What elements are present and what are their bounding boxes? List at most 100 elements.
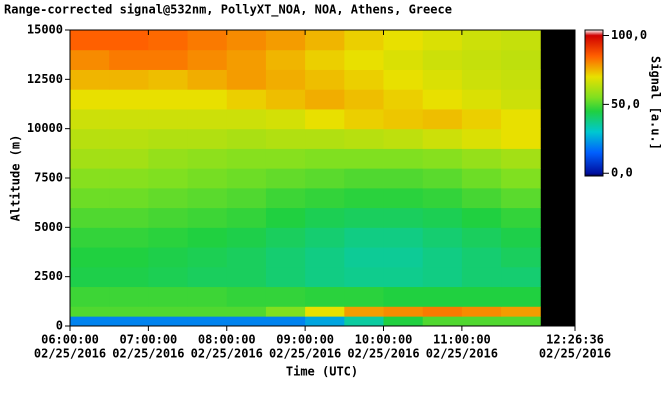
x-tick-label: 06:00:00	[41, 333, 99, 347]
heatmap-cell	[305, 266, 345, 288]
colorbar	[584, 29, 604, 177]
heatmap-cell	[422, 227, 463, 248]
heatmap-cell	[148, 148, 189, 169]
heatmap-cell	[148, 108, 189, 130]
heatmap-cell	[501, 306, 541, 317]
heatmap-cell	[305, 306, 345, 317]
heatmap-cell	[501, 207, 541, 228]
heatmap-cell	[226, 266, 267, 288]
heatmap-cell	[461, 49, 502, 70]
heatmap-cell	[383, 266, 424, 288]
heatmap-cell	[501, 286, 541, 307]
heatmap-cell	[109, 306, 149, 317]
heatmap-cell	[422, 69, 463, 90]
heatmap-cell	[187, 247, 228, 268]
heatmap-cell	[265, 108, 306, 130]
heatmap-cell	[344, 89, 385, 110]
heatmap-cell	[383, 247, 424, 268]
x-tick-date: 02/25/2016	[34, 347, 106, 361]
heatmap-cell	[422, 148, 463, 169]
colorbar-tick-label: 100,0	[611, 28, 647, 42]
heatmap-cell	[109, 108, 149, 130]
heatmap-cell	[383, 227, 424, 248]
heatmap-cell	[187, 168, 228, 189]
heatmap-cell	[148, 128, 189, 149]
colorbar-tick-label: 50,0	[611, 97, 640, 111]
heatmap-cell	[383, 49, 424, 70]
heatmap	[70, 30, 541, 327]
heatmap-cell	[305, 316, 345, 327]
heatmap-cell	[383, 30, 424, 51]
heatmap-cell	[461, 247, 502, 268]
heatmap-cell	[148, 89, 189, 110]
heatmap-cell	[344, 128, 385, 149]
heatmap-cell	[265, 227, 306, 248]
heatmap-cell	[461, 30, 502, 51]
heatmap-cell	[148, 207, 189, 228]
heatmap-cell	[305, 286, 345, 307]
heatmap-cell	[187, 108, 228, 130]
heatmap-cell	[70, 306, 110, 317]
heatmap-cell	[70, 187, 110, 209]
heatmap-cell	[422, 266, 463, 288]
heatmap-cell	[344, 108, 385, 130]
heatmap-cell	[148, 69, 189, 90]
heatmap-cell	[501, 49, 541, 70]
y-tick-label: 10000	[27, 121, 63, 135]
heatmap-cell	[148, 49, 189, 70]
heatmap-cell	[70, 286, 110, 307]
heatmap-cell	[265, 306, 306, 317]
heatmap-cell	[70, 168, 110, 189]
heatmap-cell	[148, 30, 189, 51]
heatmap-cell	[187, 316, 228, 327]
heatmap-cell	[109, 316, 149, 327]
heatmap-cell	[383, 69, 424, 90]
heatmap-cell	[461, 187, 502, 209]
heatmap-cell	[265, 316, 306, 327]
heatmap-cell	[109, 30, 149, 51]
heatmap-cell	[305, 247, 345, 268]
heatmap-cell	[226, 247, 267, 268]
heatmap-cell	[226, 69, 267, 90]
heatmap-cell	[461, 266, 502, 288]
heatmap-cell	[344, 266, 385, 288]
heatmap-cell	[501, 266, 541, 288]
heatmap-cell	[187, 89, 228, 110]
heatmap-cell	[265, 89, 306, 110]
heatmap-cell	[148, 316, 189, 327]
heatmap-cell	[187, 306, 228, 317]
x-tick-date: 02/25/2016	[539, 347, 611, 361]
heatmap-cell	[501, 69, 541, 90]
heatmap-cell	[501, 128, 541, 149]
x-tick-label: 10:00:00	[355, 333, 413, 347]
heatmap-cell	[305, 49, 345, 70]
heatmap-cell	[226, 49, 267, 70]
heatmap-cell	[305, 207, 345, 228]
heatmap-cell	[344, 49, 385, 70]
heatmap-cell	[305, 128, 345, 149]
heatmap-cell	[265, 266, 306, 288]
x-tick-label: 07:00:00	[119, 333, 177, 347]
heatmap-cell	[501, 89, 541, 110]
heatmap-cell	[109, 128, 149, 149]
heatmap-cell	[187, 49, 228, 70]
heatmap-cell	[461, 148, 502, 169]
x-tick-label: 09:00:00	[276, 333, 334, 347]
heatmap-cell	[70, 108, 110, 130]
heatmap-cell	[501, 30, 541, 51]
heatmap-cell	[148, 227, 189, 248]
x-tick-date: 02/25/2016	[112, 347, 184, 361]
heatmap-cell	[422, 108, 463, 130]
heatmap-cell	[383, 207, 424, 228]
heatmap-cell	[226, 306, 267, 317]
y-tick-label: 2500	[34, 269, 63, 283]
heatmap-cell	[226, 187, 267, 209]
heatmap-cell	[461, 168, 502, 189]
heatmap-cell	[422, 128, 463, 149]
heatmap-cell	[187, 30, 228, 51]
heatmap-cell	[70, 227, 110, 248]
heatmap-cell	[501, 108, 541, 130]
heatmap-cell	[187, 128, 228, 149]
heatmap-cell	[109, 69, 149, 90]
